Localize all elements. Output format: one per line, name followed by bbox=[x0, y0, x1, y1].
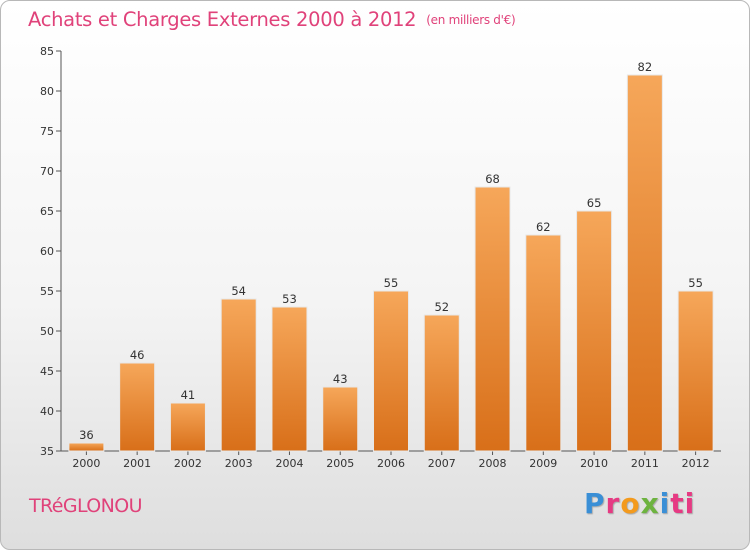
logo-letter: r bbox=[605, 487, 621, 520]
bar-value-label: 55 bbox=[688, 276, 703, 290]
bar-2006[interactable] bbox=[373, 290, 409, 452]
bar-value-label: 36 bbox=[79, 428, 94, 442]
x-tick-label: 2012 bbox=[682, 457, 710, 470]
y-tick-label: 75 bbox=[40, 125, 54, 138]
commune-name: TRéGLONOU bbox=[29, 495, 143, 517]
x-tick-label: 2006 bbox=[377, 457, 405, 470]
x-tick-label: 2003 bbox=[225, 457, 253, 470]
bar-2012[interactable] bbox=[677, 290, 714, 452]
bar-2011[interactable] bbox=[626, 74, 663, 452]
chart-title-text: Achats et Charges Externes 2000 à 2012 bbox=[28, 8, 417, 31]
bar-2000[interactable] bbox=[68, 442, 105, 452]
y-tick-label: 55 bbox=[40, 285, 54, 298]
x-axis: 2000 2001 2002 2003 2004 2005 2006 2007 2008 2009… bbox=[61, 450, 721, 470]
x-tick-label: 2007 bbox=[428, 457, 456, 470]
proxiti-logo[interactable]: Proxiti bbox=[584, 487, 695, 520]
bar-2009[interactable] bbox=[525, 234, 562, 452]
bar-2001[interactable] bbox=[119, 362, 156, 452]
chart-unit: (en milliers d'€) bbox=[426, 13, 516, 27]
y-tick-label: 60 bbox=[40, 245, 54, 258]
bar-series: 36 46 41 54 53 43 55 52 68 62 65 82 55 bbox=[68, 60, 714, 452]
y-tick-label: 40 bbox=[40, 405, 54, 418]
x-tick-label: 2011 bbox=[631, 457, 659, 470]
x-tick-label: 2001 bbox=[123, 457, 151, 470]
bar-2002[interactable] bbox=[169, 402, 206, 452]
x-tick-label: 2000 bbox=[72, 457, 100, 470]
bar-value-label: 46 bbox=[130, 348, 145, 362]
y-tick-label: 85 bbox=[40, 45, 54, 58]
y-tick-label: 35 bbox=[40, 445, 54, 458]
bar-value-label: 62 bbox=[536, 220, 551, 234]
x-tick-label: 2005 bbox=[326, 457, 354, 470]
x-tick-label: 2009 bbox=[529, 457, 557, 470]
x-tick-label: 2002 bbox=[174, 457, 202, 470]
bar-value-label: 53 bbox=[282, 292, 297, 306]
y-axis: 35 40 45 50 55 60 65 70 75 80 85 bbox=[40, 45, 62, 458]
logo-letter: x bbox=[640, 487, 660, 520]
bar-value-label: 65 bbox=[587, 196, 602, 210]
y-tick-label: 50 bbox=[40, 325, 54, 338]
y-tick-label: 65 bbox=[40, 205, 54, 218]
bar-2008[interactable] bbox=[474, 186, 511, 452]
bar-value-label: 82 bbox=[638, 60, 653, 74]
bar-value-label: 52 bbox=[434, 300, 449, 314]
y-tick-label: 70 bbox=[40, 165, 54, 178]
bar-value-label: 43 bbox=[333, 372, 348, 386]
logo-letter: ti bbox=[670, 487, 696, 520]
logo-letter: P bbox=[584, 487, 606, 520]
bar-value-label: 68 bbox=[485, 172, 500, 186]
y-tick-label: 45 bbox=[40, 365, 54, 378]
bar-2010[interactable] bbox=[576, 210, 613, 452]
bar-value-label: 55 bbox=[384, 276, 399, 290]
x-tick-label: 2004 bbox=[275, 457, 303, 470]
logo-letter: i bbox=[659, 487, 671, 520]
bar-2007[interactable] bbox=[423, 314, 460, 452]
chart-title: Achats et Charges Externes 2000 à 2012 (e… bbox=[28, 8, 516, 31]
x-tick-label: 2008 bbox=[479, 457, 507, 470]
x-tick-label: 2010 bbox=[580, 457, 608, 470]
logo-letter: o bbox=[620, 487, 641, 520]
y-tick-label: 80 bbox=[40, 85, 54, 98]
bar-2003[interactable] bbox=[220, 298, 257, 452]
bar-value-label: 41 bbox=[181, 388, 196, 402]
bar-2005[interactable] bbox=[322, 386, 359, 452]
bar-2004[interactable] bbox=[271, 306, 308, 452]
bar-value-label: 54 bbox=[231, 284, 246, 298]
